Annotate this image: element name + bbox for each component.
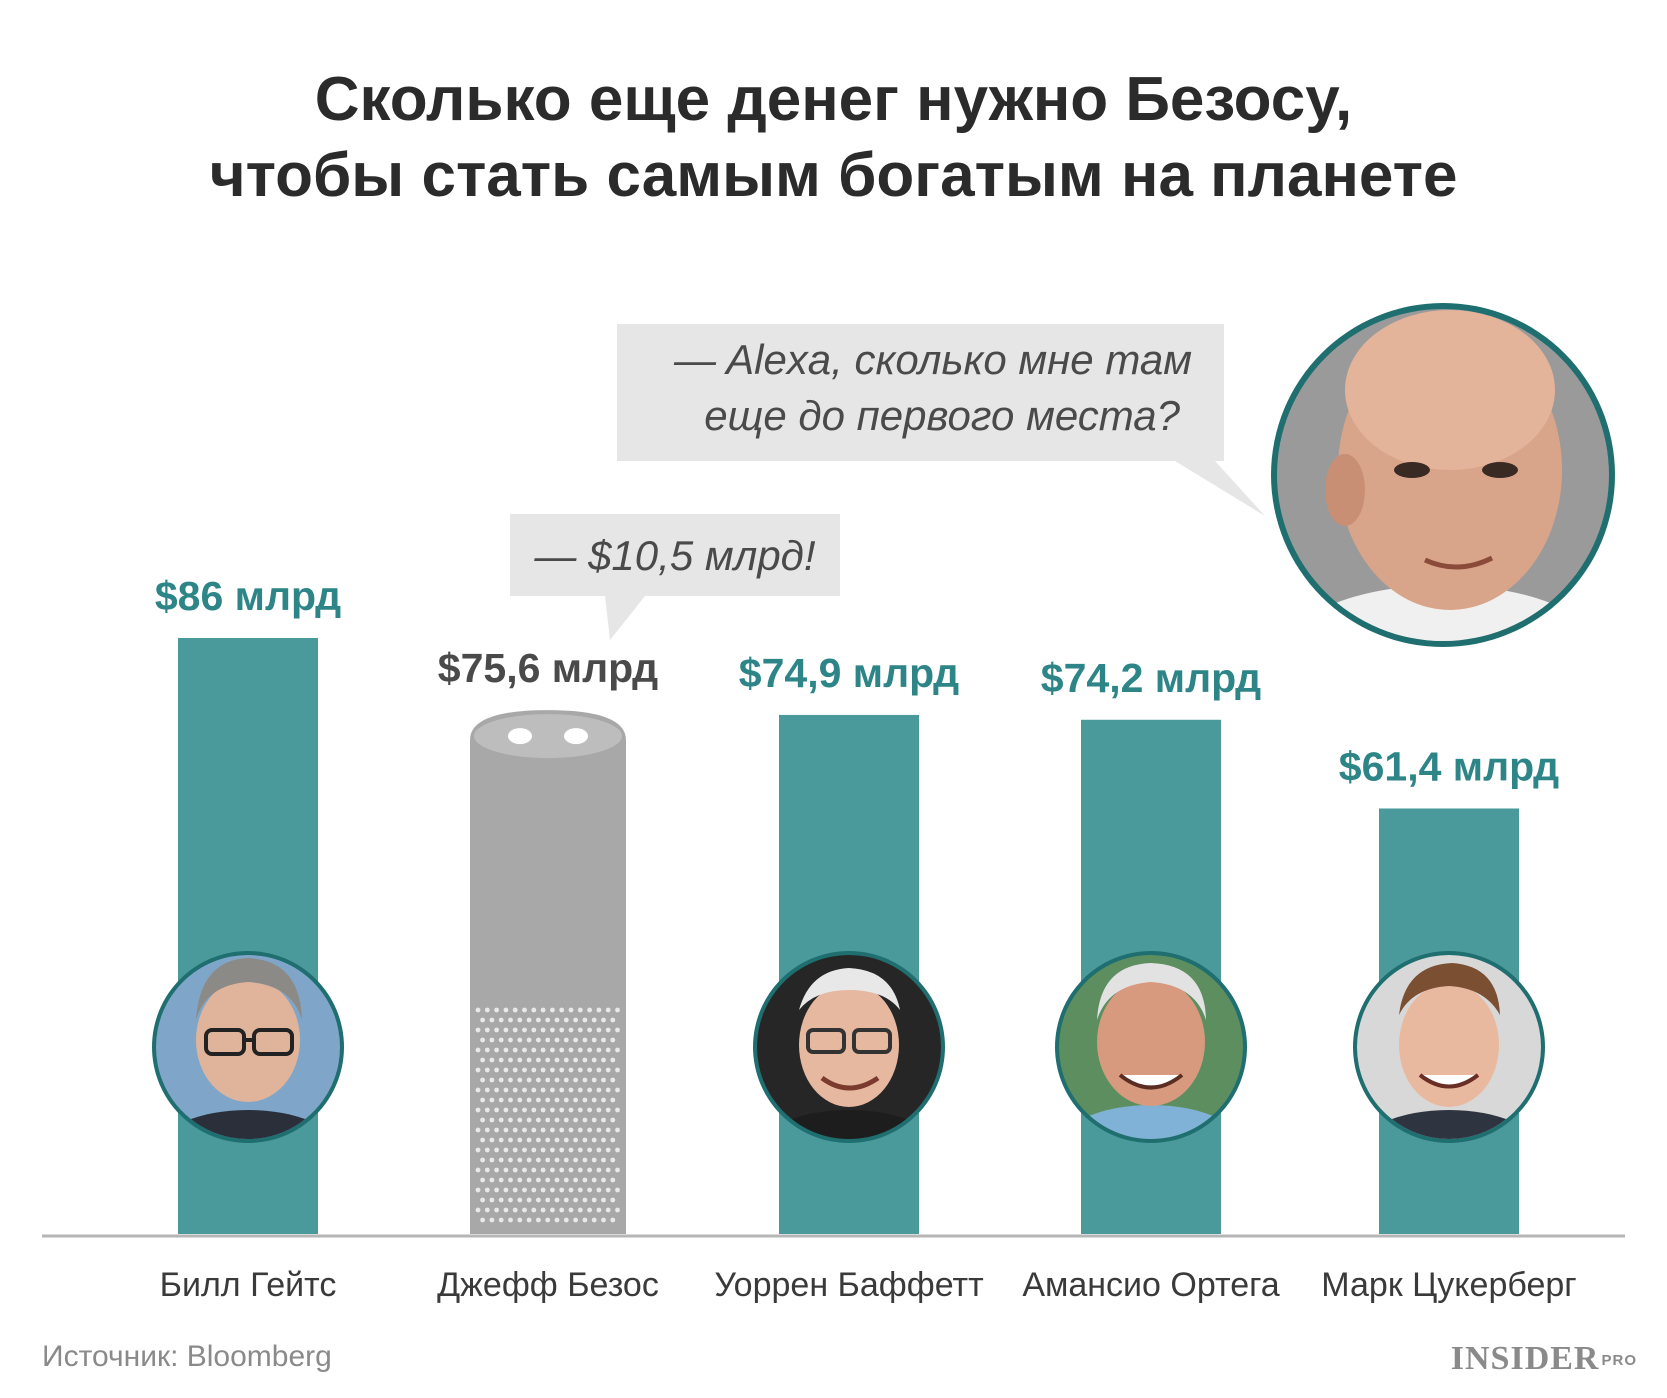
alexa-speaker-bar <box>470 710 626 1234</box>
source-note: Источник: Bloomberg <box>42 1340 332 1373</box>
chart-title: Сколько еще денег нужно Безосу, чтобы ст… <box>0 62 1667 214</box>
bezos-speech-bubble: — Alexa, сколько мне там еще до первого … <box>617 324 1265 516</box>
bezos-bubble-line-1: — Alexa, сколько мне там <box>673 336 1192 383</box>
category-label: Амансио Ортега <box>1022 1266 1279 1304</box>
value-label: $74,2 млрд <box>1041 655 1261 701</box>
bars-layer <box>178 638 1519 1234</box>
warren-buffett-avatar <box>753 951 945 1143</box>
alexa-top-cap <box>474 714 622 759</box>
alexa-speech-bubble: — $10,5 млрд! <box>510 514 840 640</box>
amancio-ortega-avatar <box>1055 951 1247 1143</box>
bill-gates-avatar <box>152 951 344 1143</box>
value-label: $75,6 млрд <box>438 645 658 691</box>
bezos-bubble-line-2: еще до первого места? <box>704 392 1180 439</box>
alexa-bubble-text: — $10,5 млрд! <box>533 532 815 579</box>
value-label: $61,4 млрд <box>1339 743 1559 789</box>
category-label: Джефф Безос <box>437 1266 659 1304</box>
alexa-speaker-grill <box>475 1007 620 1223</box>
alexa-light-dot <box>508 728 532 745</box>
jeff-bezos-avatar <box>1271 303 1615 647</box>
category-label: Билл Гейтс <box>160 1266 337 1304</box>
mark-zuckerberg-avatar <box>1353 951 1545 1143</box>
category-labels: Билл Гейтс Джефф Безос Уоррен Баффетт Аманс… <box>160 1266 1577 1304</box>
insider-pro-logo: INSIDER PRO <box>1451 1340 1637 1378</box>
value-labels: $86 млрд $75,6 млрд $74,9 млрд $74,2 млрд $6… <box>155 573 1559 789</box>
bar-alexa-speaker <box>470 710 626 1234</box>
logo-main: INSIDER <box>1450 1340 1600 1377</box>
chart-title-line-2: чтобы стать самым богатым на планете <box>209 141 1458 210</box>
chart-title-line-1: Сколько еще денег нужно Безосу, <box>314 65 1353 134</box>
category-label: Марк Цукерберг <box>1321 1266 1576 1304</box>
alexa-light-dot <box>564 728 588 745</box>
category-label: Уоррен Баффетт <box>714 1266 983 1304</box>
value-label: $86 млрд <box>155 573 341 619</box>
value-label: $74,9 млрд <box>739 650 959 696</box>
bar-0 <box>178 638 318 1234</box>
logo-sup: PRO <box>1601 1352 1637 1369</box>
